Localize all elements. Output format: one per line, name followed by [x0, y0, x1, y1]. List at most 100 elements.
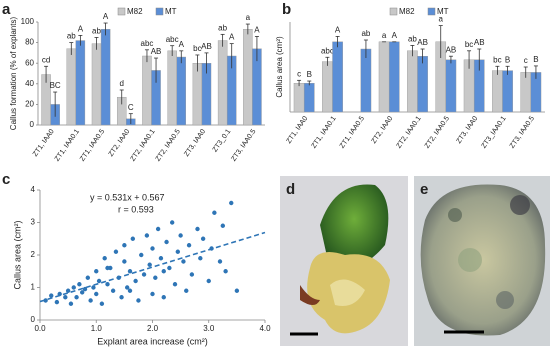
point: [229, 200, 234, 206]
x-tick-label: ZT2, IAA0: [371, 115, 395, 145]
bar: [142, 55, 152, 126]
x-tick-label: ZT2, IAA0.5: [155, 128, 182, 163]
x-tick-label: 0.0: [34, 324, 46, 333]
point: [195, 226, 200, 232]
bar: [192, 63, 203, 126]
x-tick-label: ZT2, IAA0.5: [424, 115, 451, 150]
x-tick-label: ZT3, IAA0: [183, 128, 207, 158]
point: [122, 243, 127, 248]
point: [136, 298, 141, 303]
point: [127, 288, 133, 293]
photo-d: [280, 176, 408, 346]
point: [77, 282, 82, 287]
bar: [167, 50, 177, 126]
point: [102, 256, 107, 261]
point: [167, 265, 172, 271]
x-tick-label: ZT2, IAA0.1: [129, 128, 156, 163]
point: [150, 246, 155, 251]
point: [119, 295, 124, 300]
point: [144, 233, 150, 238]
significance-letter: C: [128, 103, 134, 112]
y-axis-label: Callus area (cm²): [275, 36, 284, 98]
trendline: [39, 231, 266, 303]
bar: [176, 56, 187, 126]
legend-swatch: [389, 7, 398, 16]
significance-letter: AB: [151, 47, 162, 56]
x-tick-label: ZT3, IAA0: [456, 115, 480, 145]
point: [85, 275, 91, 280]
bar: [360, 48, 372, 113]
point: [186, 243, 192, 248]
significance-letter: A: [335, 26, 341, 35]
significance-letter: bc: [465, 40, 473, 49]
bar: [66, 48, 77, 126]
significance-letter: ab: [408, 35, 417, 44]
significance-letter: bc: [493, 55, 501, 64]
bar: [407, 50, 418, 113]
bar: [417, 56, 428, 113]
point: [212, 210, 217, 215]
x-tick-label: ZT1, IAA0: [32, 128, 56, 158]
point: [96, 278, 102, 284]
significance-letter: A: [229, 33, 235, 42]
x-tick-label: ZT3, IAA0.5: [509, 115, 536, 150]
point: [54, 299, 60, 305]
significance-letter: a: [382, 31, 387, 40]
significance-letter: ab: [92, 27, 101, 36]
y-tick-label: 0: [30, 120, 35, 129]
panel-label: c: [2, 171, 10, 188]
correlation: r = 0.593: [118, 204, 154, 214]
point: [94, 269, 99, 274]
point: [68, 301, 74, 306]
significance-letter: abc: [166, 35, 179, 44]
significance-letter: B: [307, 70, 312, 79]
significance-letter: abc: [141, 39, 154, 48]
significance-letter: c: [524, 56, 528, 65]
point: [198, 256, 203, 261]
bar: [502, 70, 513, 113]
bar: [520, 72, 532, 113]
point: [175, 249, 181, 254]
y-tick-label: 40: [25, 79, 34, 88]
point: [217, 259, 223, 264]
x-tick-label: ZT1, IAA0.1: [54, 128, 81, 163]
legend-label: MT: [437, 7, 449, 16]
bar: [388, 41, 400, 113]
point: [127, 269, 133, 274]
bar: [217, 40, 228, 126]
x-tick-label: ZT2, IAA0.1: [395, 115, 422, 150]
x-tick-label: 1.0: [91, 324, 103, 333]
significance-letter: A: [392, 31, 398, 40]
y-tick-label: 100: [21, 17, 35, 26]
bar: [75, 40, 86, 126]
significance-letter: A: [78, 24, 84, 33]
equation: y = 0.531x + 0.567: [90, 192, 165, 202]
x-tick-label: ZT2, IAA0: [108, 128, 132, 158]
point: [184, 288, 189, 293]
point: [63, 295, 68, 300]
point: [161, 295, 166, 300]
x-tick-label: 4.0: [259, 324, 271, 333]
point: [65, 288, 71, 293]
point: [74, 295, 79, 300]
point: [79, 290, 85, 295]
point: [113, 249, 119, 254]
point: [110, 288, 116, 293]
point: [178, 233, 183, 238]
bar: [332, 41, 343, 113]
significance-letter: A: [179, 40, 185, 49]
y-axis-label: Callus area (cm²): [12, 220, 22, 289]
panel-label: b: [282, 1, 291, 18]
point: [99, 301, 105, 306]
point: [141, 272, 147, 277]
panel-label: e: [420, 181, 428, 198]
x-tick-label: 3.0: [203, 324, 215, 333]
point: [49, 293, 54, 298]
significance-letter: B: [533, 55, 538, 64]
y-tick-label: 20: [25, 100, 34, 109]
panel-label: d: [286, 181, 295, 198]
y-tick-label: 3: [31, 218, 36, 227]
legend-label: MT: [165, 7, 177, 16]
significance-letter: a: [439, 15, 444, 24]
